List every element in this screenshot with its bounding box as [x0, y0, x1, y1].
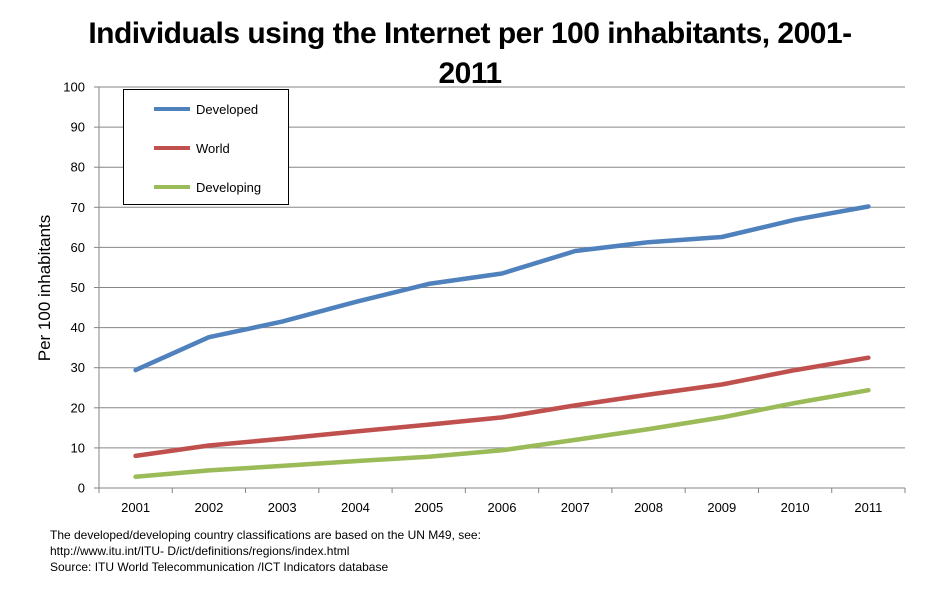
y-tick-label: 20	[71, 400, 85, 415]
series-line-developing	[133, 387, 871, 480]
y-tick-label: 80	[71, 160, 85, 175]
legend-item-developed: Developed	[154, 99, 258, 119]
footnote-source: Source: ITU World Telecommunication /ICT…	[50, 560, 389, 574]
x-tick-label: 2002	[194, 500, 223, 515]
footnote-classification: The developed/developing country classif…	[50, 528, 481, 542]
x-tick-labels: 2001 2002 2003 2004 2005 2006 2007 2008 2009 2010…	[121, 500, 882, 515]
legend-label-developing: Developing	[196, 179, 262, 195]
legend-swatch-world	[154, 146, 190, 150]
x-tick-label: 2003	[268, 500, 297, 515]
x-tick-label: 2007	[561, 500, 590, 515]
series-lines	[133, 204, 871, 480]
y-tick-label: 10	[71, 440, 85, 455]
chart-title: Individuals using the Internet per 100 i…	[88, 17, 852, 90]
x-tick-label: 2011	[854, 500, 882, 515]
legend-swatch-developed	[154, 107, 190, 111]
y-tick-label: 60	[71, 240, 85, 255]
x-tick-label: 2006	[488, 500, 517, 515]
x-tick-label: 2005	[414, 500, 443, 515]
y-tick-label: 70	[71, 200, 85, 215]
y-tick-label: 0	[78, 481, 85, 496]
x-tick-label: 2001	[121, 500, 150, 515]
x-tick-label: 2010	[781, 500, 810, 515]
legend-item-world: World	[154, 138, 230, 158]
legend-swatch-developing	[154, 185, 190, 189]
x-tick-label: 2009	[707, 500, 736, 515]
legend-label-developed: Developed	[196, 101, 259, 117]
legend-label-world: World	[196, 140, 230, 156]
x-tick-label: 2008	[634, 500, 663, 515]
series-line-developed	[133, 204, 871, 373]
y-tick-label: 90	[71, 120, 85, 135]
y-axis-label: Per 100 inhabitants	[35, 214, 54, 362]
legend: Developed World Developing	[123, 89, 289, 205]
y-tick-label: 50	[71, 280, 85, 295]
y-tick-labels: 0 10 20 30 40 50 60 70 80 90 100	[63, 80, 85, 496]
y-tick-label: 30	[71, 360, 85, 375]
y-tick-label: 40	[71, 320, 85, 335]
y-tick-label: 100	[63, 80, 85, 95]
series-line-world	[133, 355, 871, 459]
x-tick-label: 2004	[341, 500, 370, 515]
legend-item-developing: Developing	[154, 177, 261, 197]
footnote-url[interactable]: http://www.itu.int/ITU- D/ict/definition…	[50, 544, 350, 558]
axes	[94, 86, 906, 493]
